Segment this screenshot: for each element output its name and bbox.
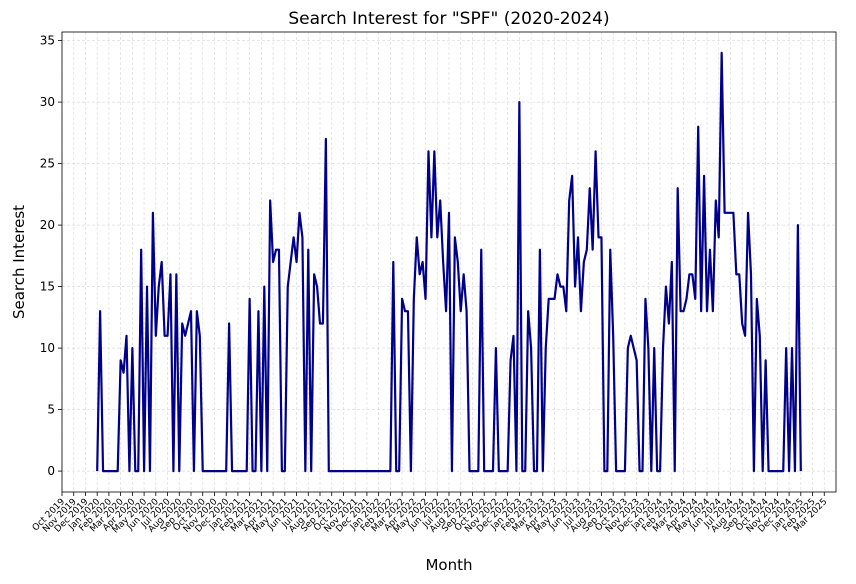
data-line	[96, 51, 802, 473]
y-tick-label: 5	[47, 403, 55, 417]
chart-title: Search Interest for "SPF" (2020-2024)	[288, 9, 609, 29]
y-tick-label: 20	[40, 218, 55, 232]
y-tick-label: 15	[40, 280, 55, 294]
y-axis-label: Search Interest	[10, 205, 28, 319]
y-tick-label: 10	[40, 341, 55, 355]
y-tick-label: 35	[40, 34, 55, 48]
y-tick-label: 25	[40, 157, 55, 171]
x-axis-label: Month	[425, 556, 472, 574]
plot-frame	[61, 31, 837, 493]
y-tick-label: 0	[47, 464, 55, 478]
y-tick-label: 30	[40, 95, 55, 109]
